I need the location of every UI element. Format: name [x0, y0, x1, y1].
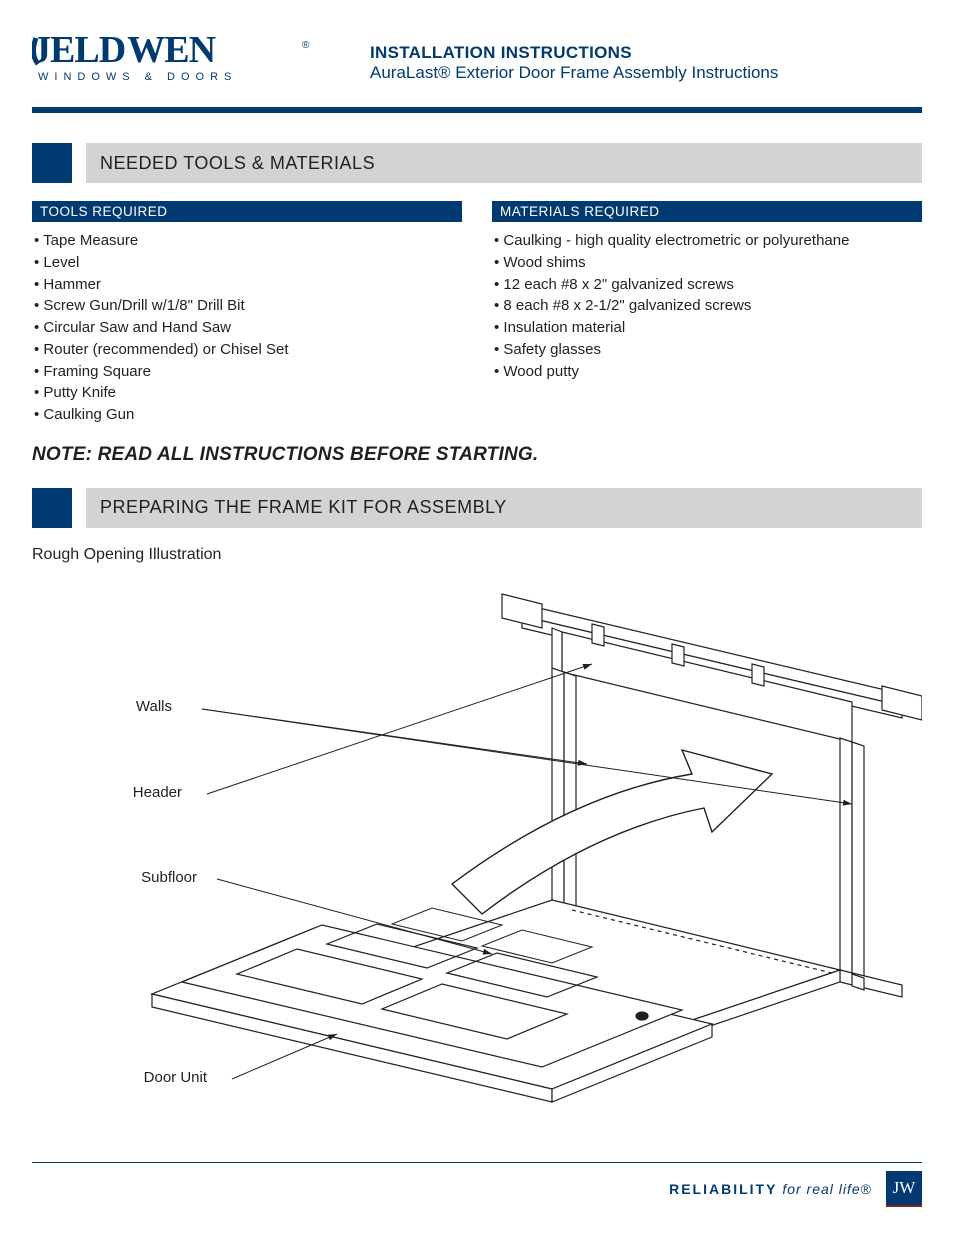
section-tools-materials: NEEDED TOOLS & MATERIALS [32, 143, 922, 183]
svg-text:WINDOWS & DOORS: WINDOWS & DOORS [38, 71, 237, 83]
tools-materials-columns: TOOLS REQUIRED Tape Measure Level Hammer… [32, 201, 922, 426]
materials-required-header: MATERIALS REQUIRED [492, 201, 922, 222]
rough-opening-diagram: Walls Header Subfloor Door Unit [32, 574, 922, 1114]
svg-text:JELD WEN: JELD WEN [32, 30, 216, 71]
section-title: NEEDED TOOLS & MATERIALS [86, 143, 922, 183]
label-walls: Walls [102, 698, 172, 715]
svg-text:®: ® [302, 40, 310, 51]
list-item: Level [34, 252, 462, 274]
list-item: Framing Square [34, 361, 462, 383]
section-marker [32, 143, 72, 183]
list-item: Screw Gun/Drill w/1/8" Drill Bit [34, 295, 462, 317]
list-item: Insulation material [494, 317, 922, 339]
list-item: Hammer [34, 274, 462, 296]
section-title: PREPARING THE FRAME KIT FOR ASSEMBLY [86, 488, 922, 528]
tools-column: TOOLS REQUIRED Tape Measure Level Hammer… [32, 201, 462, 426]
list-item: Caulking - high quality electrometric or… [494, 230, 922, 252]
list-item: 8 each #8 x 2-1/2" galvanized screws [494, 295, 922, 317]
tools-required-header: TOOLS REQUIRED [32, 201, 462, 222]
list-item: Wood putty [494, 361, 922, 383]
doc-title: INSTALLATION INSTRUCTIONS [370, 43, 922, 63]
jw-badge-icon: JW [886, 1171, 922, 1207]
header-rule [32, 107, 922, 113]
header-text-block: INSTALLATION INSTRUCTIONS AuraLast® Exte… [370, 37, 922, 83]
section-marker [32, 488, 72, 528]
read-instructions-note: NOTE: READ ALL INSTRUCTIONS BEFORE START… [32, 444, 922, 466]
list-item: Tape Measure [34, 230, 462, 252]
list-item: Caulking Gun [34, 404, 462, 426]
list-item: Safety glasses [494, 339, 922, 361]
label-header: Header [102, 784, 182, 801]
doc-subtitle: AuraLast® Exterior Door Frame Assembly I… [370, 63, 922, 83]
label-door-unit: Door Unit [102, 1069, 207, 1086]
page-header: JELD WEN ® WINDOWS & DOORS INSTALLATION … [32, 30, 922, 89]
footer-rule [32, 1162, 922, 1163]
label-subfloor: Subfloor [102, 869, 197, 886]
brand-tagline: RELIABILITY for real life® [669, 1181, 872, 1197]
materials-column: MATERIALS REQUIRED Caulking - high quali… [492, 201, 922, 426]
list-item: Wood shims [494, 252, 922, 274]
list-item: Circular Saw and Hand Saw [34, 317, 462, 339]
list-item: Router (recommended) or Chisel Set [34, 339, 462, 361]
tools-list: Tape Measure Level Hammer Screw Gun/Dril… [32, 230, 462, 426]
list-item: Putty Knife [34, 382, 462, 404]
illustration-label: Rough Opening Illustration [32, 546, 922, 564]
page-footer: RELIABILITY for real life® JW [669, 1171, 922, 1207]
materials-list: Caulking - high quality electrometric or… [492, 230, 922, 382]
brand-logo: JELD WEN ® WINDOWS & DOORS [32, 30, 310, 89]
list-item: 12 each #8 x 2" galvanized screws [494, 274, 922, 296]
section-preparing-frame: PREPARING THE FRAME KIT FOR ASSEMBLY [32, 488, 922, 528]
